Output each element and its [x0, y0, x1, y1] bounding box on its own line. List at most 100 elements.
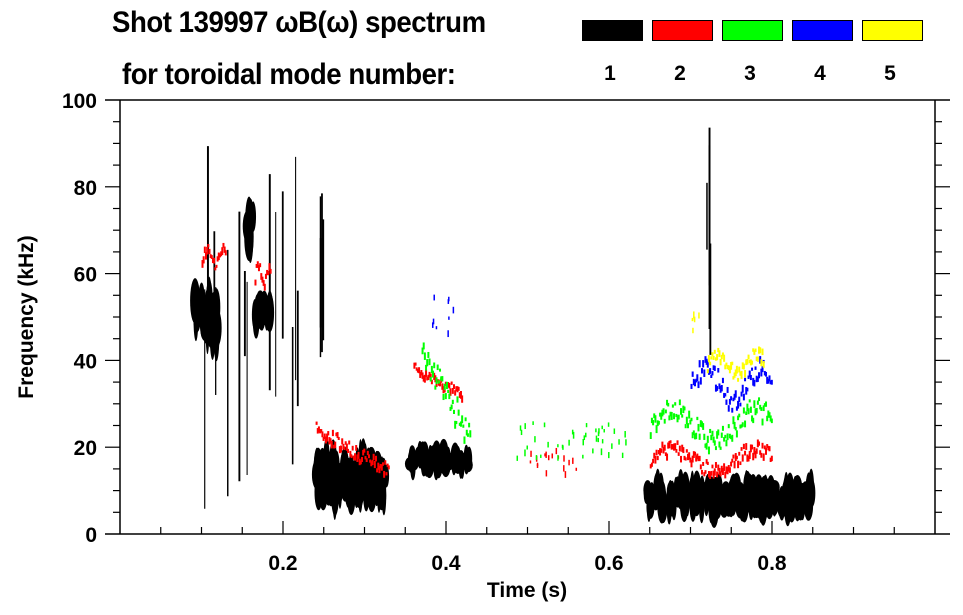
feature-mode1-vertical-streaks	[204, 146, 299, 509]
spectral-segment	[663, 418, 666, 424]
spectral-segment	[755, 448, 758, 454]
spectral-segment	[330, 440, 333, 449]
spectral-segment	[747, 354, 750, 360]
spectral-segment	[373, 460, 376, 469]
spectral-segment	[744, 420, 747, 428]
spectral-segment	[421, 347, 424, 355]
spectral-segment	[668, 441, 671, 449]
spectral-segment	[721, 425, 724, 431]
spectral-segment	[760, 359, 763, 367]
spectral-segment	[741, 362, 744, 370]
spectral-segment	[217, 252, 220, 261]
spectral-segment	[770, 379, 773, 385]
spectral-segment	[322, 436, 325, 441]
spectral-segment	[730, 396, 733, 401]
spectral-segment	[649, 464, 652, 469]
spectral-segment	[468, 422, 471, 428]
spectral-blob	[254, 293, 263, 310]
spectral-segment	[673, 443, 676, 451]
spectral-segment	[457, 409, 460, 416]
spectral-segment	[742, 443, 745, 450]
spectral-segment	[652, 420, 655, 426]
spectral-segment	[675, 449, 678, 453]
spectral-segment	[756, 376, 759, 382]
spectral-segment	[692, 378, 695, 386]
spectral-segment	[728, 398, 731, 405]
spectral-segment	[433, 372, 436, 380]
spectral-segment	[723, 463, 726, 471]
spectral-segment	[714, 357, 717, 361]
spectral-segment	[656, 420, 659, 427]
spectral-segment	[749, 406, 752, 413]
spectral-segment	[465, 429, 468, 436]
spectral-segment	[436, 364, 439, 371]
spectral-dot	[524, 423, 526, 430]
spectral-segment	[264, 273, 267, 279]
legend-swatch-mode-3	[722, 20, 783, 41]
x-tick-label: 0.2	[268, 552, 297, 575]
spectral-segment	[358, 458, 361, 466]
spectral-segment	[201, 260, 204, 268]
spectral-segment	[767, 378, 770, 384]
spectral-segment	[758, 346, 761, 354]
spectral-segment	[710, 470, 713, 476]
spectral-segment	[735, 455, 738, 460]
spectral-segment	[442, 386, 445, 394]
spectral-segment	[447, 382, 450, 388]
spectral-dot	[603, 428, 605, 433]
spectral-segment	[706, 360, 709, 368]
spectral-blob	[431, 440, 442, 470]
spectral-segment	[727, 424, 730, 429]
spectral-segment	[323, 433, 326, 439]
spectral-segment	[746, 359, 749, 365]
spectral-segment	[435, 377, 438, 384]
chart-title-line1: Shot 139997 ωB(ω) spectrum	[112, 6, 486, 39]
spectral-segment	[739, 424, 742, 429]
spectral-segment	[706, 461, 709, 465]
spectral-segment	[735, 430, 738, 438]
spectral-segment	[655, 425, 658, 434]
spectral-dot	[607, 422, 610, 427]
spectral-segment	[731, 434, 734, 442]
spectral-segment	[655, 449, 658, 456]
spectral-segment	[721, 352, 724, 357]
spectral-dot	[575, 467, 578, 471]
spectral-dot	[601, 439, 604, 444]
spectral-segment	[766, 444, 769, 448]
spectral-segment	[315, 421, 318, 425]
spectral-dot	[547, 455, 550, 461]
spectral-dot	[692, 327, 694, 334]
spectral-dot	[568, 459, 570, 466]
spectral-dot	[545, 470, 548, 477]
spectral-segment	[255, 263, 258, 268]
spectral-segment	[702, 360, 705, 368]
spectral-segment	[650, 417, 653, 424]
axes: 0.2 0.4 0.6 0.8 0 20 40 60 80 100	[62, 90, 950, 575]
spectral-blob	[685, 485, 690, 517]
spectral-segment	[717, 368, 720, 373]
legend-mode-number-4: 4	[814, 62, 826, 85]
spectral-segment	[738, 413, 741, 418]
spectral-segment	[724, 393, 727, 397]
spectral-dot	[547, 441, 549, 448]
spectral-segment	[257, 265, 260, 272]
spectral-segment	[747, 408, 750, 415]
feature-mode2-scatter	[529, 447, 578, 478]
spectral-segment	[447, 389, 450, 393]
spectral-segment	[768, 412, 771, 418]
spectral-segment	[766, 376, 769, 384]
spectral-segment	[329, 438, 332, 444]
spectral-segment	[414, 362, 417, 366]
spectral-segment	[726, 433, 729, 441]
spectral-segment	[384, 460, 387, 465]
spectral-segment	[712, 355, 715, 360]
spectral-segment	[744, 450, 747, 456]
spectral-segment	[752, 417, 755, 424]
feature-mode2-chirp-down	[315, 421, 390, 478]
spectral-segment	[702, 462, 705, 466]
spectral-segment	[338, 446, 341, 454]
spectral-segment	[692, 451, 695, 458]
spectral-segment	[697, 423, 700, 432]
spectral-blob	[313, 447, 321, 488]
spectral-segment	[269, 268, 272, 274]
